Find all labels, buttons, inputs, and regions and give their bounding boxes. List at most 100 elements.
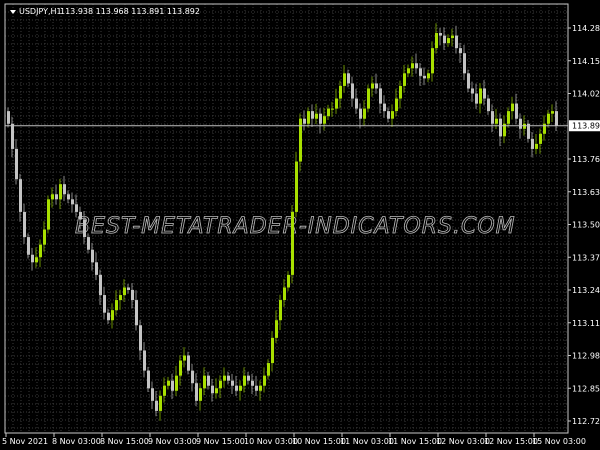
candle: [471, 81, 474, 102]
candle-body: [515, 103, 518, 119]
candle-body: [43, 229, 46, 245]
candle-body: [95, 262, 98, 275]
candle: [11, 116, 14, 158]
candle-body: [11, 123, 14, 149]
candle: [323, 107, 326, 131]
price-tick-label: 113.760: [572, 155, 600, 164]
candle-body: [167, 380, 170, 386]
price-tick-label: 113.240: [572, 286, 600, 295]
candle-body: [171, 380, 174, 391]
candle-body: [483, 88, 486, 99]
candle-body: [71, 199, 74, 205]
candle: [335, 88, 338, 114]
candle-body: [327, 108, 330, 117]
candle-body: [335, 98, 338, 109]
candle: [255, 375, 258, 397]
candle: [291, 205, 294, 284]
candle: [535, 134, 538, 155]
candle-body: [235, 385, 238, 391]
candle-body: [279, 300, 282, 321]
candle-body: [291, 211, 294, 275]
candle-body: [487, 98, 490, 112]
candle-body: [387, 111, 390, 119]
candle: [243, 367, 246, 393]
candle: [503, 115, 506, 144]
candle: [35, 247, 38, 268]
candle-body: [175, 375, 178, 391]
candle-body: [275, 320, 278, 338]
candle: [55, 184, 58, 205]
candle-body: [375, 83, 378, 89]
candle-body: [251, 380, 254, 386]
candle-body: [495, 118, 498, 124]
candle: [131, 283, 134, 309]
candle-body: [179, 360, 182, 376]
candle-body: [139, 325, 142, 351]
candle-body: [263, 375, 266, 386]
candle: [179, 355, 182, 386]
candle: [427, 69, 430, 83]
candle: [399, 80, 402, 109]
candle: [95, 252, 98, 281]
price-tick-label: 112.850: [572, 384, 600, 393]
price-tick-label: 114.020: [572, 90, 600, 99]
candle-body: [31, 254, 34, 263]
candle: [499, 113, 502, 147]
candle-body: [543, 123, 546, 134]
candle: [183, 347, 186, 368]
candle: [347, 69, 350, 88]
candle: [151, 381, 154, 410]
time-tick-label: 5 Nov 2021: [2, 437, 48, 446]
candle-body: [491, 111, 494, 124]
candle: [367, 84, 370, 113]
candle-body: [59, 184, 62, 200]
candle: [115, 290, 118, 316]
candle-body: [127, 287, 130, 290]
candle-body: [395, 98, 398, 112]
candle: [119, 289, 122, 310]
candle-body: [159, 395, 162, 411]
candle-body: [443, 35, 446, 44]
time-tick-label: 10 Nov 15:00: [292, 437, 346, 446]
candle: [107, 308, 110, 325]
collapse-triangle-icon[interactable]: [10, 10, 16, 14]
candle-body: [7, 111, 10, 124]
candle: [251, 373, 254, 395]
time-axis: 5 Nov 2021 8 Nov 03:00 8 Nov 15:00 9 Nov 03…: [2, 433, 586, 446]
candle-body: [223, 375, 226, 381]
candle: [451, 28, 454, 47]
candle: [327, 104, 330, 120]
time-tick-label: 11 Nov 03:00: [340, 437, 394, 446]
candle: [379, 83, 382, 114]
candle-body: [423, 75, 426, 79]
candle: [223, 367, 226, 388]
candle-body: [523, 123, 526, 129]
candle-body: [147, 370, 150, 389]
candle: [303, 110, 306, 131]
candle: [207, 371, 210, 390]
price-tick-label: 113.110: [572, 319, 600, 328]
candle: [319, 108, 322, 134]
candle: [59, 178, 62, 210]
candle: [275, 310, 278, 344]
candle: [295, 151, 298, 218]
candle-body: [379, 88, 382, 104]
candle: [407, 64, 410, 78]
current-price-label: 113.892: [572, 122, 600, 131]
candle: [195, 373, 198, 407]
candle-body: [399, 85, 402, 99]
candle: [391, 104, 394, 128]
candle: [543, 115, 546, 141]
candle-body: [391, 111, 394, 119]
candle-body: [267, 363, 270, 376]
candle-body: [551, 111, 554, 114]
candle-body: [19, 179, 22, 212]
candle-body: [183, 355, 186, 361]
price-tick-label: 113.630: [572, 188, 600, 197]
candle-body: [35, 257, 38, 263]
candle-body: [195, 383, 198, 401]
candle: [383, 95, 386, 118]
candle-body: [91, 249, 94, 263]
candle-body: [539, 133, 542, 144]
